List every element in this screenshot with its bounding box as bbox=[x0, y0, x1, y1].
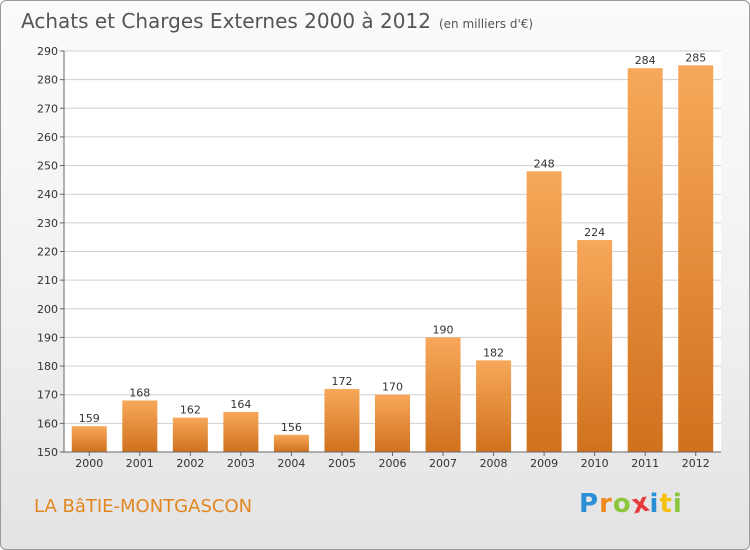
y-tick-label: 280 bbox=[37, 74, 58, 87]
x-tick-label-2006: 2006 bbox=[379, 457, 407, 470]
x-tick-label-2002: 2002 bbox=[176, 457, 204, 470]
bar-2007 bbox=[425, 337, 461, 452]
y-tick-label: 250 bbox=[37, 160, 58, 173]
x-tick-label-2003: 2003 bbox=[227, 457, 255, 470]
x-tick-label-2007: 2007 bbox=[429, 457, 457, 470]
value-label-2001: 168 bbox=[129, 386, 150, 399]
chart-title-text: Achats et Charges Externes 2000 à 2012 bbox=[21, 9, 431, 33]
y-axis-ticks: 150 160 170 180 190 200 210 220 230 240 250 260 270 2… bbox=[37, 45, 64, 459]
bar-2002 bbox=[172, 417, 208, 452]
y-tick-label: 150 bbox=[37, 446, 58, 459]
value-label-2009: 248 bbox=[534, 157, 555, 170]
bar-2005 bbox=[324, 388, 360, 452]
chart-unit: (en milliers d'€) bbox=[438, 17, 534, 31]
y-tick-label: 220 bbox=[37, 246, 58, 259]
value-label-2006: 170 bbox=[382, 381, 403, 394]
x-tick-label-2008: 2008 bbox=[480, 457, 508, 470]
y-tick-label: 170 bbox=[37, 389, 58, 402]
x-tick-label-2011: 2011 bbox=[631, 457, 659, 470]
x-tick-label-2000: 2000 bbox=[75, 457, 103, 470]
value-label-2004: 156 bbox=[281, 421, 302, 434]
proxiti-logo: Proxiti bbox=[579, 487, 683, 520]
logo-letter: i bbox=[672, 489, 683, 519]
x-tick-label-2010: 2010 bbox=[581, 457, 609, 470]
y-tick-label: 200 bbox=[37, 303, 58, 316]
bar-2008 bbox=[476, 360, 512, 452]
logo-letter: t bbox=[659, 489, 673, 519]
value-label-2008: 182 bbox=[483, 346, 504, 359]
y-tick-label: 190 bbox=[37, 331, 58, 344]
value-label-2005: 172 bbox=[331, 375, 352, 388]
value-label-2002: 162 bbox=[180, 404, 201, 417]
logo-letter: r bbox=[599, 489, 613, 519]
bar-2001 bbox=[122, 400, 158, 452]
y-tick-label: 180 bbox=[37, 360, 58, 373]
bar-2009 bbox=[526, 171, 562, 453]
bar-2006 bbox=[375, 394, 410, 452]
logo-letter: i bbox=[649, 489, 660, 519]
value-labels: 159 168 162 164 156 172 170 190 182 248 224 284 285 bbox=[79, 51, 706, 433]
bar-2012 bbox=[678, 65, 714, 453]
bar-2010 bbox=[577, 240, 613, 452]
bar-2004 bbox=[273, 434, 309, 452]
x-tick-label-2005: 2005 bbox=[328, 457, 356, 470]
y-tick-label: 260 bbox=[37, 131, 58, 144]
x-tick-label-2009: 2009 bbox=[530, 457, 558, 470]
x-tick-label-2012: 2012 bbox=[682, 457, 710, 470]
y-tick-label: 290 bbox=[37, 45, 58, 58]
y-tick-label: 230 bbox=[37, 217, 58, 230]
bars bbox=[71, 65, 714, 453]
value-label-2000: 159 bbox=[79, 412, 100, 425]
logo-letter: o bbox=[612, 489, 632, 519]
value-label-2011: 284 bbox=[635, 54, 656, 67]
y-tick-label: 160 bbox=[37, 417, 58, 430]
y-tick-label: 240 bbox=[37, 188, 58, 201]
value-label-2012: 285 bbox=[685, 51, 706, 64]
bar-2003 bbox=[223, 411, 259, 452]
value-label-2010: 224 bbox=[584, 226, 605, 239]
x-axis-ticks: 2000 2001 2002 2003 2004 2005 2006 2007 2008 2009… bbox=[75, 452, 710, 470]
bar-2011 bbox=[627, 68, 663, 452]
commune-name: LA BâTIE-MONTGASCON bbox=[34, 496, 253, 517]
value-label-2003: 164 bbox=[230, 398, 251, 411]
bar-2000 bbox=[71, 426, 107, 452]
value-label-2007: 190 bbox=[433, 323, 454, 336]
chart-title: Achats et Charges Externes 2000 à 2012 (e… bbox=[21, 9, 533, 33]
x-tick-label-2004: 2004 bbox=[277, 457, 305, 470]
logo-letter: P bbox=[579, 489, 600, 519]
y-tick-label: 210 bbox=[37, 274, 58, 287]
y-tick-label: 270 bbox=[37, 102, 58, 115]
x-tick-label-2001: 2001 bbox=[126, 457, 154, 470]
